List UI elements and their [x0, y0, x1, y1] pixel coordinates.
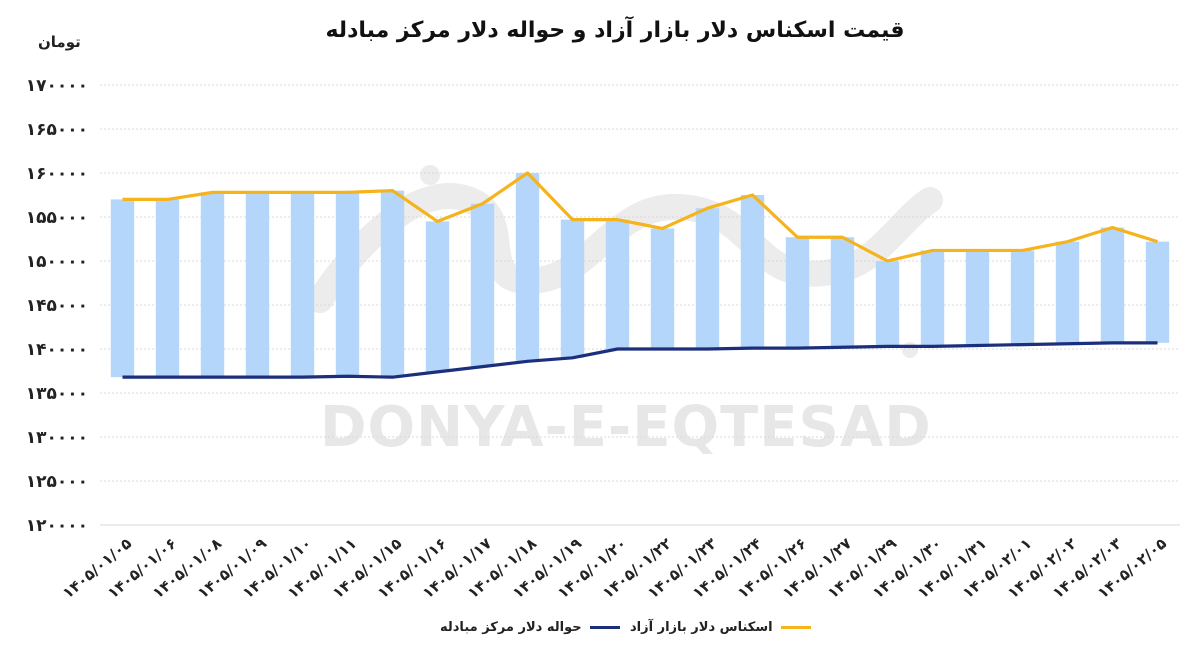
gap-bar: [110, 199, 135, 378]
legend-label-free-market: اسکناس دلار بازار آزاد: [630, 620, 773, 635]
y-tick-label: ۱۳۵۰۰۰: [26, 384, 88, 404]
series-line-exchange-center: [122, 341, 1158, 379]
legend-item-exchange-center: حواله دلار مرکز مبادله: [440, 620, 620, 635]
legend: اسکناس دلار بازار آزاد حواله دلار مرکز م…: [0, 620, 1200, 644]
watermark-text: DONYA-E-EQTESAD: [320, 395, 932, 460]
legend-swatch-free-market: [780, 626, 811, 629]
y-tick-label: ۱۵۰۰۰۰: [26, 252, 88, 272]
gap-bar: [1145, 241, 1170, 343]
gap-bar: [695, 208, 720, 349]
gap-bar: [155, 199, 180, 378]
gap-bar: [920, 250, 945, 347]
gap-bar: [605, 219, 630, 349]
gap-bar: [650, 228, 675, 349]
series-line-free-market: [122, 171, 1158, 263]
y-tick-label: ۱۶۵۰۰۰: [26, 120, 88, 140]
gap-bar: [785, 237, 810, 349]
gap-bar: [1100, 227, 1125, 343]
y-tick-label: ۱۷۰۰۰۰: [26, 76, 88, 96]
legend-label-exchange-center: حواله دلار مرکز مبادله: [440, 620, 582, 635]
gap-bar: [200, 192, 225, 378]
y-tick-label: ۱۲۵۰۰۰: [26, 472, 88, 492]
y-tick-label: ۱۲۰۰۰۰: [26, 516, 88, 536]
chart-title: قیمت اسکناس دلار بازار آزاد و حواله دلار…: [325, 18, 905, 43]
gap-bar: [470, 203, 495, 367]
gap-bar: [740, 195, 765, 349]
gap-bar: [830, 237, 855, 348]
gap-bar: [560, 219, 585, 358]
gap-bar: [380, 190, 405, 378]
gap-bar: [425, 221, 450, 372]
gap-bar: [290, 192, 315, 378]
y-tick-label: ۱۶۰۰۰۰: [26, 164, 88, 184]
legend-swatch-exchange-center: [589, 626, 620, 629]
gap-bar: [245, 192, 270, 378]
gap-bar: [965, 250, 990, 346]
y-tick-label: ۱۳۰۰۰۰: [26, 428, 88, 448]
y-tick-label: ۱۴۵۰۰۰: [26, 296, 88, 316]
y-tick-label: ۱۵۵۰۰۰: [26, 208, 88, 228]
y-tick-label: ۱۴۰۰۰۰: [26, 340, 88, 360]
gap-bar: [515, 173, 540, 362]
gap-bar: [875, 261, 900, 347]
y-axis-unit-label: تومان: [38, 33, 81, 51]
gap-bar: [1010, 250, 1035, 345]
gap-bar: [1055, 241, 1080, 344]
legend-item-free-market: اسکناس دلار بازار آزاد: [630, 620, 811, 635]
gap-bar: [335, 192, 360, 377]
